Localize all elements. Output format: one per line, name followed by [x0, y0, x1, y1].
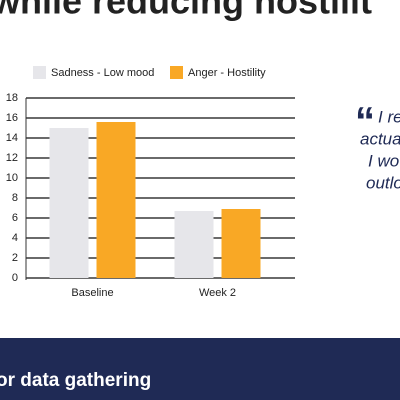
quote-line: actua	[360, 129, 400, 148]
y-tick-label: 18	[6, 92, 18, 104]
legend-label: Anger - Hostility	[188, 67, 266, 79]
quote-line: outlo	[366, 173, 400, 192]
chart: 0 2 4 6 8 10 12 14 16 18 Sadness - Low mood Anger -…	[6, 66, 295, 299]
heading: while reducing hostilit	[0, 0, 372, 22]
legend-swatch	[170, 66, 183, 79]
x-tick-label: Week 2	[199, 287, 236, 299]
y-tick-label: 6	[12, 212, 18, 224]
quote-line: I wo	[368, 151, 399, 170]
legend-label: Sadness - Low mood	[51, 67, 154, 79]
y-tick-label: 16	[6, 112, 18, 124]
quote-mark: “	[355, 100, 375, 144]
footer-title: or data gathering	[0, 370, 151, 391]
bar	[174, 211, 214, 278]
quote-line: I re	[378, 107, 400, 126]
y-tick-label: 4	[12, 232, 18, 244]
legend-swatch	[33, 66, 46, 79]
y-tick-label: 0	[12, 272, 18, 284]
y-tick-label: 14	[6, 132, 18, 144]
bar	[49, 128, 89, 278]
x-tick-label: Baseline	[71, 287, 113, 299]
y-tick-label: 10	[6, 172, 18, 184]
y-tick-label: 12	[6, 152, 18, 164]
bar	[221, 209, 261, 278]
y-tick-label: 8	[12, 192, 18, 204]
footer-band	[0, 338, 400, 400]
y-tick-label: 2	[12, 252, 18, 264]
bar	[96, 122, 136, 278]
